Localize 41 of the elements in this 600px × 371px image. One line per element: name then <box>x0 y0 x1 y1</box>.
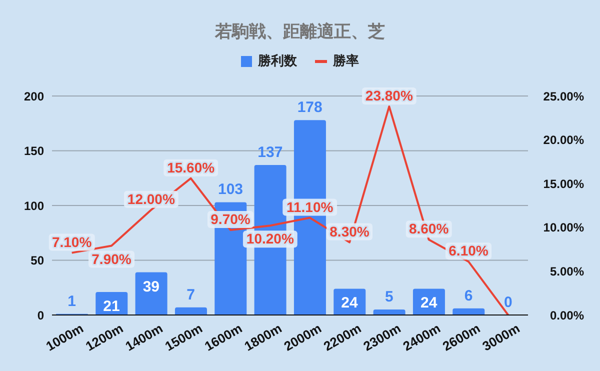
y-tick-label: 0 <box>37 308 44 322</box>
data-label: 21 <box>103 298 120 316</box>
data-label: 0 <box>504 294 512 311</box>
bar <box>452 308 485 315</box>
y2-tick-label: 5.00% <box>550 264 584 278</box>
y2-tick-label: 25.00% <box>543 89 584 104</box>
y-tick-label: 100 <box>24 198 44 213</box>
data-label: 137 <box>258 144 283 161</box>
data-label: 8.30% <box>330 223 370 240</box>
y-tick-label: 50 <box>30 254 44 268</box>
bar <box>174 307 207 315</box>
data-label: 6.10% <box>448 242 489 259</box>
y-tick-label: 150 <box>24 144 44 158</box>
data-label: 1 <box>68 292 76 310</box>
bar <box>135 272 168 315</box>
y2-tick-label: 10.00% <box>543 220 584 235</box>
legend-label: 勝利数 <box>258 52 297 70</box>
y2-tick-label: 15.00% <box>543 176 584 191</box>
data-label: 9.70% <box>210 211 251 228</box>
data-label: 10.20% <box>246 230 294 247</box>
data-label: 6 <box>464 287 473 304</box>
y2-tick-label: 0.00% <box>550 308 584 322</box>
data-label: 23.80% <box>365 88 414 104</box>
bar <box>373 310 406 315</box>
legend-label: 勝率 <box>333 52 359 70</box>
data-label: 39 <box>142 278 160 296</box>
chart-title: 若駒戦、距離適正、芝 <box>214 21 386 43</box>
data-label: 7 <box>186 286 196 304</box>
data-label: 24 <box>420 294 438 312</box>
data-label: 5 <box>384 288 394 306</box>
data-label: 12.00% <box>127 190 176 207</box>
data-label: 8.60% <box>408 220 450 237</box>
data-label: 11.10% <box>286 198 334 215</box>
y-tick-label: 200 <box>24 89 44 104</box>
data-label: 15.60% <box>167 159 216 176</box>
data-label: 24 <box>341 294 358 312</box>
y2-tick-label: 20.00% <box>543 133 584 148</box>
data-label: 103 <box>218 181 244 198</box>
data-label: 7.90% <box>92 250 132 267</box>
data-label: 178 <box>297 99 322 116</box>
data-label: 7.10% <box>52 234 92 250</box>
